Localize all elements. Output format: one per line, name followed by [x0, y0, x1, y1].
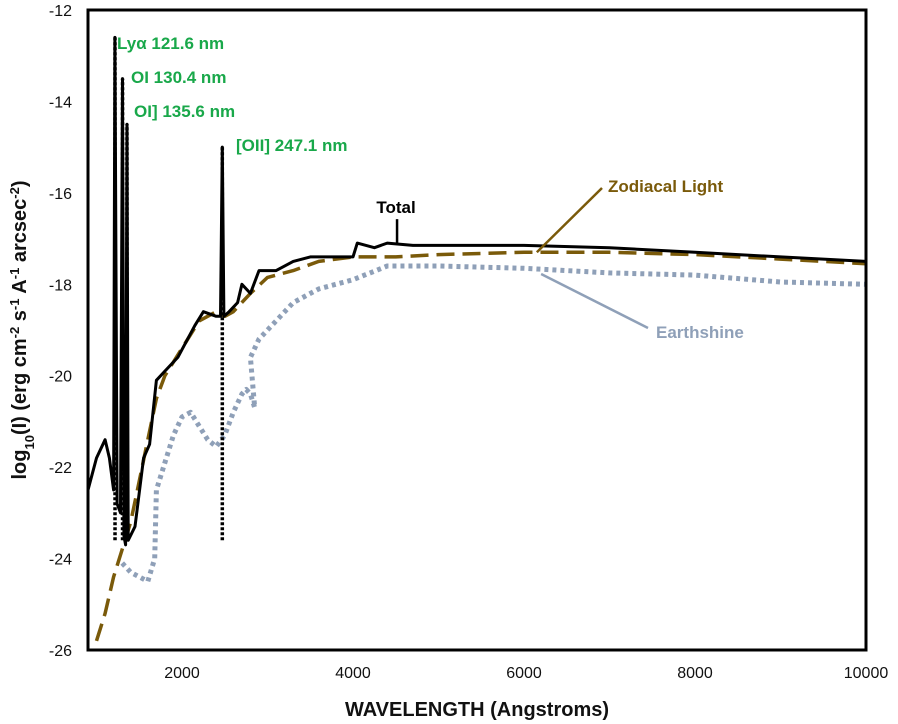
emission-layer: Lyα 121.6 nm OI 130.4 nm OI] 135.6 nm[OII]…: [113, 34, 347, 541]
total-label: Total: [376, 198, 415, 217]
emission-label-2: OI] 135.6 nm: [134, 102, 235, 121]
y-tick-label: -14: [49, 94, 72, 111]
y-axis-title: log10(I) (erg cm-2 s-1 A-1 arcsec-2): [7, 181, 37, 480]
ticks-layer: 2000 4000 6000 8000 10000 -26 -24 -22 -20 -18 -16 -…: [49, 3, 888, 682]
zodiacal-pointer: [535, 187, 603, 254]
y-title-part3: A: [9, 279, 31, 298]
x-tick-label: 8000: [677, 665, 713, 682]
y-title-post: ): [9, 181, 31, 188]
annotation-layer: Total Zodiacal Light Earthshine: [376, 177, 743, 342]
y-tick-label: -16: [49, 186, 72, 203]
y-title-sup4: -2: [7, 187, 22, 199]
x-tick-label: 6000: [506, 665, 542, 682]
y-tick-label: -26: [49, 643, 72, 660]
y-tick-label: -22: [49, 460, 72, 477]
y-title-sup3: -1: [7, 268, 22, 280]
y-title-sup1: -2: [7, 327, 22, 339]
series-layer: [88, 35, 866, 642]
earthshine-label: Earthshine: [656, 323, 744, 342]
plot-frame: [86, 8, 868, 652]
y-title-sub: 10: [22, 435, 37, 449]
emission-label-3: [OII] 247.1 nm: [236, 136, 347, 155]
earthshine-pointer: [540, 272, 649, 330]
y-title-sup2: -1: [7, 299, 22, 311]
y-title-part1: (I) (erg cm: [9, 338, 31, 435]
y-title-part4: arcsec: [9, 199, 31, 268]
y-tick-label: -18: [49, 277, 72, 294]
emission-label-0: Lyα 121.6 nm: [117, 34, 224, 53]
y-title-log: log: [9, 450, 31, 480]
x-tick-label: 2000: [164, 665, 200, 682]
zodiacal-label: Zodiacal Light: [608, 177, 724, 196]
y-tick-label: -12: [49, 3, 72, 20]
emission-label-1: OI 130.4 nm: [131, 68, 226, 87]
series-line-earthshine: [120, 263, 866, 584]
y-tick-label: -24: [49, 552, 72, 569]
series-line-zodiacal-light: [94, 250, 866, 642]
x-axis-title: WAVELENGTH (Angstroms): [345, 699, 609, 721]
x-tick-label: 4000: [335, 665, 371, 682]
y-tick-label: -20: [49, 369, 72, 386]
x-tick-label: 10000: [844, 665, 889, 682]
y-title-part2: s: [9, 310, 31, 327]
